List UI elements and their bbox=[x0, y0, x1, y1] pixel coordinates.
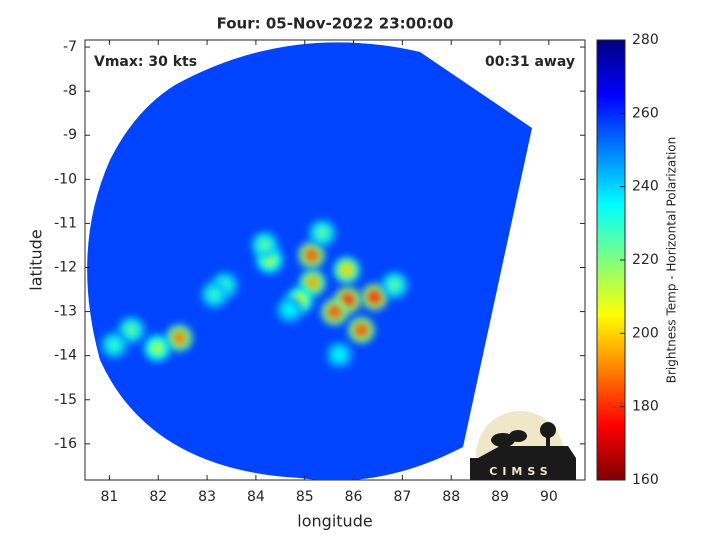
y-axis-label: latitude bbox=[27, 229, 46, 290]
colorbar-tick-label: 180 bbox=[632, 399, 659, 415]
cell bbox=[107, 338, 122, 353]
x-tick-label: 82 bbox=[149, 489, 167, 505]
cell bbox=[327, 305, 342, 320]
y-tick-label: -9 bbox=[63, 127, 77, 143]
cell bbox=[207, 287, 222, 302]
y-tick-label: -11 bbox=[54, 215, 77, 231]
y-tick-label: -7 bbox=[63, 39, 77, 55]
annotation: 00:31 away bbox=[485, 54, 575, 70]
cell bbox=[282, 302, 297, 317]
cell bbox=[305, 275, 320, 290]
cell bbox=[367, 290, 382, 305]
chart-title: Four: 05-Nov-2022 23:00:00 bbox=[217, 15, 454, 33]
colorbar-label: Brightness Temp - Horizontal Polarizatio… bbox=[665, 137, 679, 384]
x-tick-label: 81 bbox=[101, 489, 119, 505]
colorbar-tick-label: 160 bbox=[632, 472, 659, 488]
y-tick-label: -14 bbox=[54, 348, 77, 364]
x-axis-label: longitude bbox=[297, 512, 372, 531]
x-tick-label: 85 bbox=[296, 489, 314, 505]
logo-text: CIMSS bbox=[489, 465, 552, 478]
colorbar-tick-label: 240 bbox=[632, 179, 659, 195]
swath bbox=[87, 42, 532, 480]
cell bbox=[315, 226, 330, 241]
x-tick-label: 89 bbox=[491, 489, 509, 505]
cell bbox=[387, 278, 402, 293]
cell bbox=[304, 248, 319, 263]
cell bbox=[150, 341, 165, 356]
y-tick-label: -15 bbox=[54, 392, 77, 408]
cell bbox=[332, 347, 347, 362]
x-tick-label: 84 bbox=[247, 489, 265, 505]
y-tick-label: -8 bbox=[63, 83, 77, 99]
y-tick-label: -12 bbox=[54, 259, 77, 275]
x-tick-label: 87 bbox=[393, 489, 411, 505]
cell bbox=[257, 238, 272, 253]
x-tick-label: 90 bbox=[540, 489, 558, 505]
cell bbox=[354, 323, 369, 338]
y-tick-label: -13 bbox=[54, 304, 77, 320]
x-tick-label: 86 bbox=[345, 489, 363, 505]
cell bbox=[339, 263, 354, 278]
colorbar-tick-label: 200 bbox=[632, 325, 659, 341]
logo: CIMSS bbox=[470, 411, 576, 480]
x-tick-label: 83 bbox=[198, 489, 216, 505]
x-tick-label: 88 bbox=[442, 489, 460, 505]
y-tick-label: -10 bbox=[54, 171, 77, 187]
colorbar-tick-label: 220 bbox=[632, 252, 659, 268]
cell bbox=[124, 323, 139, 338]
colorbar-tick-label: 260 bbox=[632, 105, 659, 121]
cell bbox=[172, 331, 187, 346]
y-tick-label: -16 bbox=[54, 436, 77, 452]
annotation: Vmax: 30 kts bbox=[94, 54, 197, 70]
swath-field bbox=[87, 42, 532, 480]
colorbar-tick-label: 280 bbox=[632, 32, 659, 48]
